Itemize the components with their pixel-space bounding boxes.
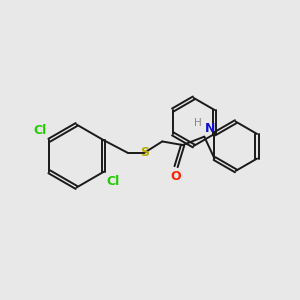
Text: S: S: [140, 146, 149, 159]
Text: Cl: Cl: [34, 124, 47, 137]
Text: O: O: [171, 170, 182, 183]
Text: H: H: [194, 118, 202, 128]
Text: N: N: [205, 122, 215, 135]
Text: Cl: Cl: [106, 175, 119, 188]
